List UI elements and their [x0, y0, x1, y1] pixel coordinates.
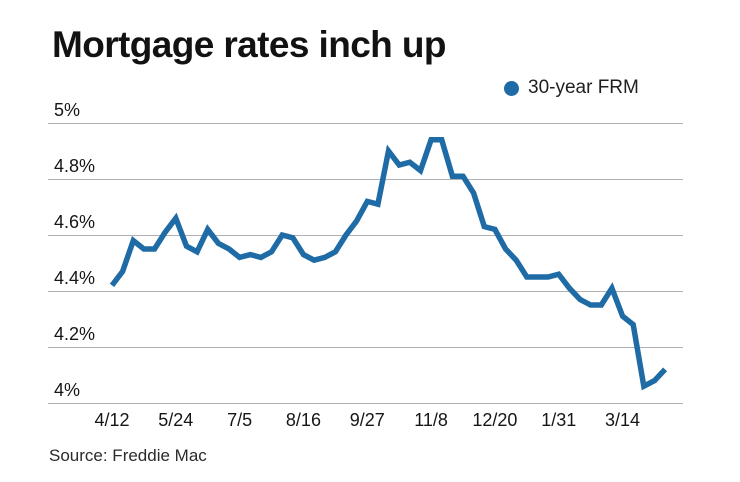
y-axis-tick-label: 4.4%	[54, 268, 96, 288]
x-axis-tick-label: 7/5	[227, 410, 253, 430]
x-axis-tick-label: 1/31	[541, 410, 577, 430]
y-axis-tick-label: 4.2%	[54, 324, 96, 344]
x-axis-tick-label: 11/8	[414, 410, 448, 430]
legend: 30-year FRM	[504, 77, 639, 98]
y-axis-tick-label: 5%	[54, 100, 81, 120]
y-axis-tick-label: 4.8%	[54, 156, 96, 176]
x-axis-tick-label: 3/14	[605, 410, 641, 430]
x-axis-tick-label: 9/27	[349, 410, 385, 430]
x-axis-tick-label: 5/24	[158, 410, 194, 430]
y-axis-tick-label: 4%	[54, 380, 81, 400]
legend-circle-marker-icon	[504, 80, 519, 96]
x-axis-tick-label: 4/12	[94, 410, 130, 430]
chart-title: Mortgage rates inch up	[52, 24, 446, 65]
source-label: Source: Freddie Mac	[49, 446, 207, 465]
legend-label: 30-year FRM	[528, 77, 639, 98]
y-axis-tick-label: 4.6%	[54, 212, 96, 232]
x-axis-tick-label: 8/16	[285, 410, 321, 430]
series-line-30-year-frm	[109, 137, 668, 391]
x-axis-tick-label: 12/20	[472, 410, 518, 430]
